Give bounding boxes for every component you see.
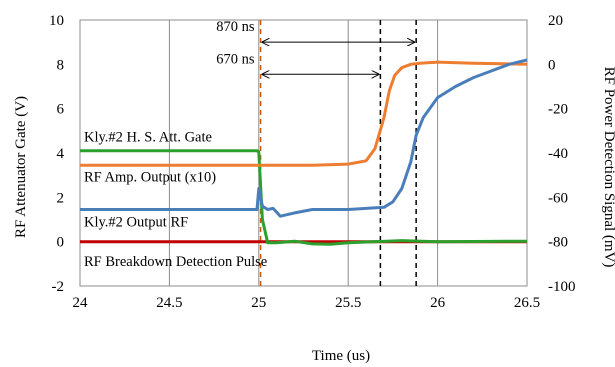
series-label: RF Amp. Output (x10) [84,169,216,185]
y-axis-label-right: RF Power Detection Signal (mV) [601,67,615,268]
y-right-tick-label: -40 [548,146,568,162]
y-left-tick-label: 8 [57,57,65,73]
y-right-tick-label: -60 [548,190,568,206]
y-left-tick-label: 4 [57,146,65,162]
y-right-tick-label: 0 [548,57,556,73]
series-line-0 [80,149,528,246]
x-tick-label: 25 [251,295,266,311]
tick-layer: 24 24.5 25 25.5 26 26.5-20246810-100-80-60-40… [49,13,576,311]
y-left-tick-label: 6 [57,102,65,118]
annotation-layer: Kly.#2 H. S. Att. Gate RF Amp. Output (x1… [84,19,414,270]
y-left-tick-label: -2 [52,279,65,295]
x-tick-label: 26.5 [514,295,540,311]
y-left-tick-label: 10 [49,13,64,29]
x-tick-label: 25.5 [335,295,361,311]
series-layer [80,58,528,246]
x-tick-label: 24.5 [156,295,182,311]
series-label: Kly.#2 Output RF [84,215,188,231]
y-right-tick-label: -20 [548,102,568,118]
y-left-tick-label: 0 [57,235,65,251]
y-right-tick-label: -100 [548,279,576,295]
series-label: Kly.#2 H. S. Att. Gate [84,129,212,145]
x-tick-label: 24 [73,295,89,311]
y-right-tick-label: 20 [548,13,563,29]
y-left-tick-label: 2 [57,190,65,206]
y-axis-label-left: RF Attenuator Gate (V) [13,96,29,238]
series-label: RF Breakdown Detection Pulse [84,254,267,270]
duration-label: 670 ns [216,51,255,67]
y-right-tick-label: -80 [548,235,568,251]
duration-label: 870 ns [216,19,255,35]
x-axis-label: Time (us) [312,348,370,364]
plot-frame [79,19,528,287]
series-line-1 [80,60,528,167]
x-tick-label: 26 [430,295,446,311]
marker-layer [259,20,417,286]
grid-layer [79,19,528,287]
series-line-2 [80,58,528,218]
